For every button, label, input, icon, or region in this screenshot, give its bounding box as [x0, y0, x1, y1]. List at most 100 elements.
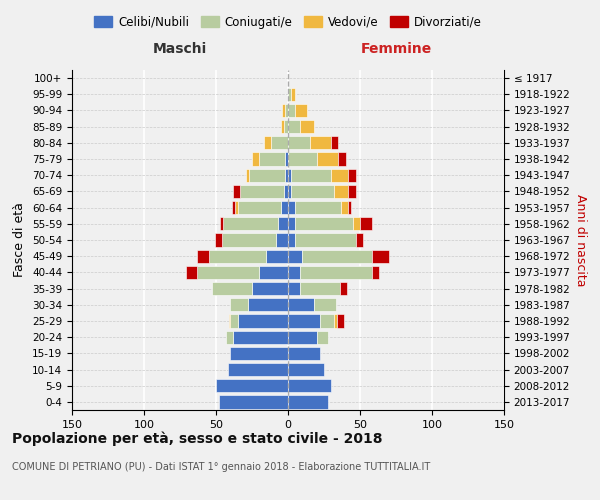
Text: Maschi: Maschi — [153, 42, 207, 56]
Bar — [226, 330, 233, 344]
Bar — [284, 185, 288, 198]
Bar — [271, 136, 288, 149]
Bar — [285, 168, 288, 182]
Bar — [341, 201, 349, 214]
Bar — [227, 363, 288, 376]
Bar — [356, 234, 363, 246]
Bar — [230, 346, 288, 360]
Bar — [220, 217, 223, 230]
Bar — [314, 298, 335, 312]
Bar — [288, 250, 302, 263]
Bar — [238, 201, 281, 214]
Bar — [288, 330, 317, 344]
Bar — [235, 201, 238, 214]
Bar — [349, 168, 356, 182]
Bar — [295, 104, 307, 117]
Bar — [288, 266, 299, 279]
Bar — [288, 396, 328, 408]
Bar — [371, 250, 389, 263]
Bar — [215, 234, 222, 246]
Bar — [288, 152, 317, 166]
Bar — [222, 234, 277, 246]
Bar — [233, 185, 241, 198]
Bar — [281, 120, 284, 134]
Bar — [288, 346, 320, 360]
Bar — [241, 185, 284, 198]
Bar — [331, 168, 349, 182]
Y-axis label: Fasce di età: Fasce di età — [13, 202, 26, 278]
Bar — [337, 314, 344, 328]
Bar — [295, 234, 356, 246]
Text: COMUNE DI PETRIANO (PU) - Dati ISTAT 1° gennaio 2018 - Elaborazione TUTTITALIA.I: COMUNE DI PETRIANO (PU) - Dati ISTAT 1° … — [12, 462, 430, 472]
Bar — [317, 330, 328, 344]
Bar — [209, 250, 266, 263]
Bar — [331, 136, 338, 149]
Bar — [360, 217, 371, 230]
Bar — [353, 217, 360, 230]
Bar — [233, 330, 288, 344]
Bar — [229, 314, 230, 328]
Bar — [197, 266, 259, 279]
Bar — [288, 379, 331, 392]
Bar — [186, 266, 197, 279]
Bar — [288, 185, 291, 198]
Y-axis label: Anni di nascita: Anni di nascita — [574, 194, 587, 286]
Bar — [246, 168, 249, 182]
Bar — [299, 282, 340, 295]
Bar — [291, 88, 295, 101]
Bar — [288, 217, 295, 230]
Bar — [288, 168, 291, 182]
Bar — [291, 168, 331, 182]
Bar — [295, 201, 341, 214]
Bar — [266, 250, 288, 263]
Bar — [230, 314, 238, 328]
Bar — [288, 298, 314, 312]
Bar — [334, 185, 349, 198]
Bar — [288, 201, 295, 214]
Bar — [282, 104, 285, 117]
Bar — [334, 314, 337, 328]
Legend: Celibi/Nubili, Coniugati/e, Vedovi/e, Divorziati/e: Celibi/Nubili, Coniugati/e, Vedovi/e, Di… — [89, 11, 487, 34]
Bar — [259, 152, 285, 166]
Bar — [259, 266, 288, 279]
Bar — [349, 201, 352, 214]
Bar — [248, 298, 288, 312]
Bar — [317, 152, 338, 166]
Bar — [281, 201, 288, 214]
Bar — [263, 136, 271, 149]
Bar — [249, 168, 285, 182]
Bar — [288, 120, 299, 134]
Text: Femmine: Femmine — [361, 42, 431, 56]
Bar — [285, 104, 288, 117]
Bar — [288, 314, 320, 328]
Bar — [216, 379, 288, 392]
Bar — [277, 234, 288, 246]
Bar — [232, 201, 235, 214]
Bar — [284, 120, 288, 134]
Bar — [299, 120, 314, 134]
Bar — [252, 282, 288, 295]
Bar — [212, 282, 252, 295]
Bar — [310, 136, 331, 149]
Bar — [278, 217, 288, 230]
Bar — [219, 396, 288, 408]
Bar — [285, 152, 288, 166]
Bar — [288, 136, 310, 149]
Bar — [299, 266, 371, 279]
Bar — [252, 152, 259, 166]
Bar — [371, 266, 379, 279]
Bar — [349, 185, 356, 198]
Bar — [288, 88, 291, 101]
Bar — [223, 217, 278, 230]
Bar — [197, 250, 209, 263]
Bar — [288, 282, 299, 295]
Bar — [238, 314, 288, 328]
Bar — [291, 185, 334, 198]
Bar — [288, 363, 324, 376]
Text: Popolazione per età, sesso e stato civile - 2018: Popolazione per età, sesso e stato civil… — [12, 431, 383, 446]
Bar — [288, 104, 295, 117]
Bar — [338, 152, 346, 166]
Bar — [302, 250, 371, 263]
Bar — [340, 282, 347, 295]
Bar — [295, 217, 353, 230]
